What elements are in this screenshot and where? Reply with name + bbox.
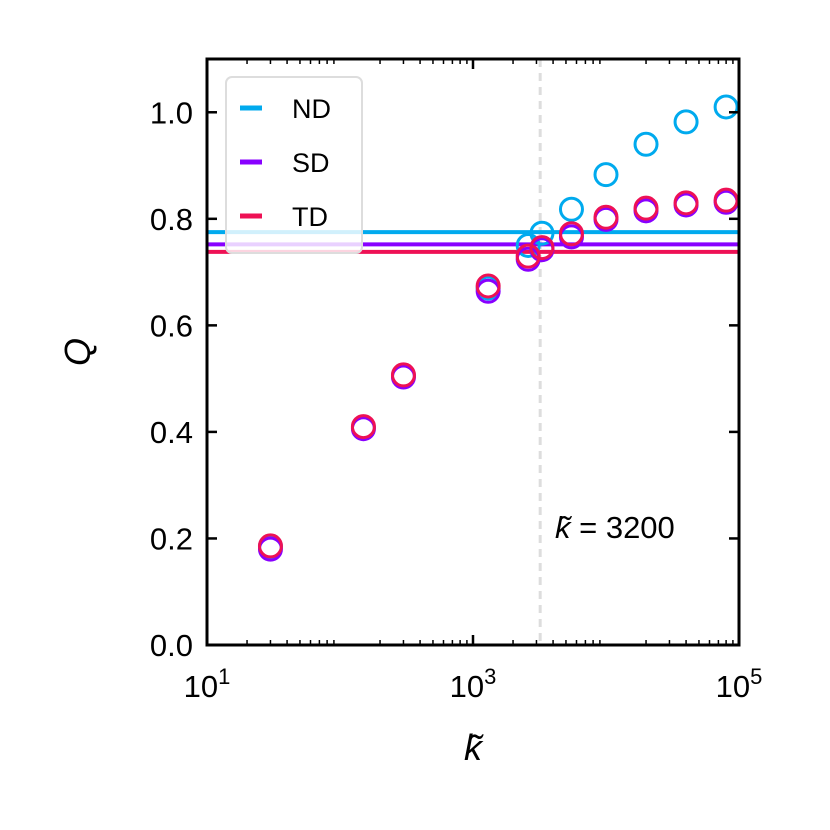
point-nd (529, 220, 555, 246)
point-td (257, 533, 283, 559)
y-tick-label: 0.8 (150, 202, 193, 237)
point-td (713, 187, 739, 213)
x-tick-label: 105 (716, 664, 763, 704)
point-td (558, 221, 584, 247)
point-td (673, 190, 699, 216)
point-nd (713, 94, 739, 120)
legend-box (225, 76, 363, 254)
axes: 0.0 0.2 0.4 0.6 0.8 1.0 101 103 105 (150, 59, 762, 704)
point-td (390, 362, 416, 388)
legend: ND SD TD (225, 76, 363, 254)
y-axis-label: Q (57, 338, 98, 366)
x-axis-label: k̃ (464, 727, 485, 768)
y-tick-label: 0.0 (150, 628, 193, 663)
point-nd (558, 196, 584, 222)
legend-label-sd: SD (292, 148, 330, 178)
point-td (633, 195, 659, 221)
legend-label-td: TD (292, 202, 328, 232)
point-nd (633, 131, 659, 157)
point-nd (515, 232, 541, 258)
point-td (593, 204, 619, 230)
x-tick-label: 103 (450, 664, 497, 704)
x-tick-label: 101 (184, 664, 231, 704)
annotation-k-3200: k̃ = 3200 (555, 510, 675, 545)
point-nd (593, 162, 619, 188)
legend-label-nd: ND (292, 94, 331, 124)
point-td (350, 414, 376, 440)
point-td (475, 273, 501, 299)
y-tick-label: 1.0 (150, 95, 193, 130)
point-td (515, 243, 541, 269)
y-tick-label: 0.6 (150, 308, 193, 343)
point-nd (673, 109, 699, 135)
point-td (529, 235, 555, 261)
y-tick-label: 0.2 (150, 521, 193, 556)
y-tick-label: 0.4 (150, 415, 193, 450)
